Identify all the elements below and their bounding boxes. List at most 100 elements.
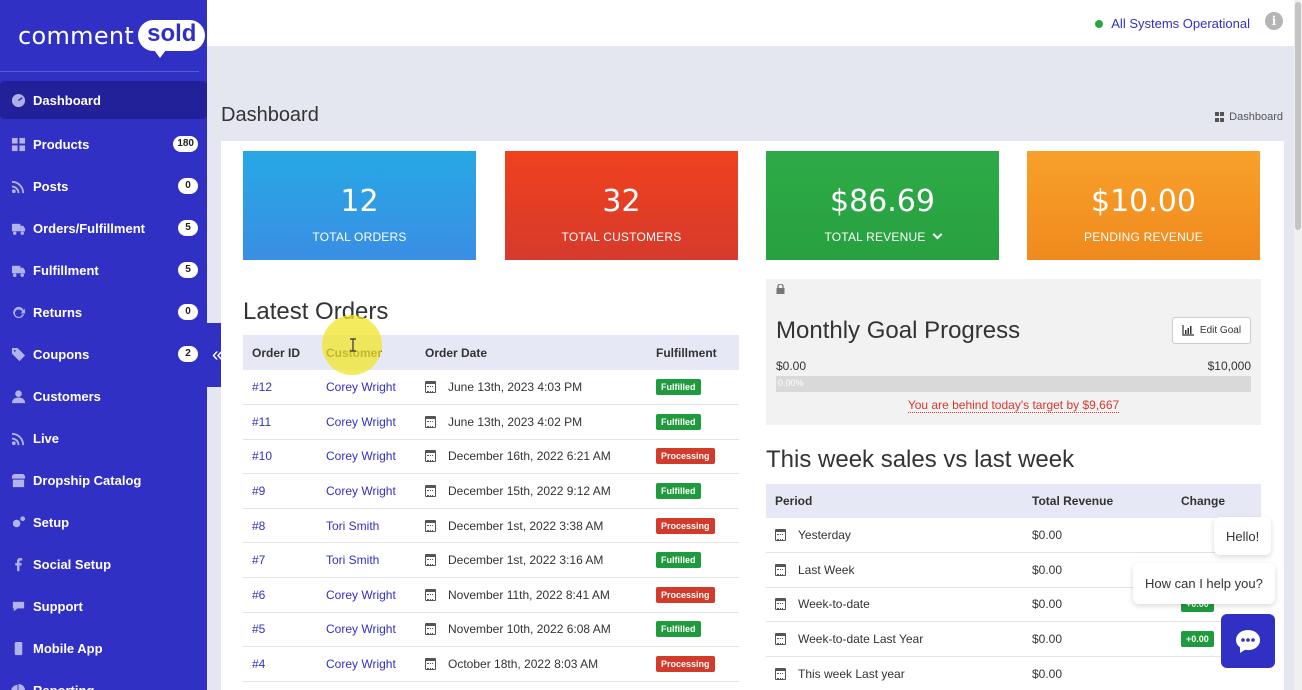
stat-card-pending-revenue[interactable]: $10.00 PENDING REVENUE bbox=[1027, 151, 1260, 260]
table-row[interactable]: #6 Corey Wright November 11th, 2022 8:41 A… bbox=[243, 577, 739, 613]
customer-cell: Corey Wright bbox=[317, 612, 416, 648]
order-id-link[interactable]: #10 bbox=[252, 449, 273, 464]
order-id-cell: #6 bbox=[243, 577, 317, 613]
order-id-link[interactable]: #8 bbox=[252, 518, 266, 533]
table-row[interactable]: #9 Corey Wright December 15th, 2022 9:12 A… bbox=[243, 473, 739, 509]
sidebar-item-social-setup[interactable]: Social Setup bbox=[0, 543, 207, 585]
bar-chart-icon bbox=[1182, 325, 1194, 336]
table-row[interactable]: #11 Corey Wright June 13th, 2023 4:02 PM Fu… bbox=[243, 404, 739, 440]
customer-link[interactable]: Corey Wright bbox=[326, 587, 396, 602]
weekly-sales-title: This week sales vs last week bbox=[766, 446, 1075, 473]
pie-chart-icon bbox=[10, 683, 26, 690]
order-id-link[interactable]: #9 bbox=[252, 484, 266, 499]
table-row[interactable]: #4 Corey Wright October 18th, 2022 8:03 AM… bbox=[243, 646, 739, 682]
goal-min-value: $0.00 bbox=[776, 359, 807, 373]
sidebar-item-label: Dropship Catalog bbox=[33, 472, 142, 488]
stat-card-total-revenue[interactable]: $86.69 TOTAL REVENUE bbox=[766, 151, 999, 260]
sidebar-item-label: Fulfillment bbox=[33, 262, 99, 278]
chat-prompt-bubble[interactable]: How can I help you? bbox=[1133, 563, 1275, 604]
order-id-link[interactable]: #11 bbox=[252, 414, 272, 429]
sidebar-item-coupons[interactable]: Coupons 2 bbox=[0, 333, 207, 375]
sidebar-item-label: Coupons bbox=[33, 346, 90, 362]
table-row[interactable]: #12 Corey Wright June 13th, 2023 4:03 PM Fu… bbox=[243, 370, 739, 406]
customer-link[interactable]: Tori Smith bbox=[326, 553, 380, 568]
table-row[interactable]: #8 Tori Smith December 1st, 2022 3:38 AM Pr… bbox=[243, 508, 739, 544]
page-scrollbar[interactable] bbox=[1294, 0, 1302, 690]
edit-goal-button[interactable]: Edit Goal bbox=[1172, 317, 1251, 344]
customer-link[interactable]: Corey Wright bbox=[326, 414, 396, 429]
sidebar-item-posts[interactable]: Posts 0 bbox=[0, 165, 207, 207]
sidebar-item-live[interactable]: Live bbox=[0, 417, 207, 459]
order-id-link[interactable]: #5 bbox=[252, 622, 266, 637]
status-badge: Fulfilled bbox=[656, 413, 701, 430]
column-header[interactable]: Fulfillment bbox=[647, 335, 739, 370]
column-header[interactable]: Order Date bbox=[416, 335, 647, 370]
sidebar-item-products[interactable]: Products 180 bbox=[0, 123, 207, 165]
calendar-icon bbox=[425, 450, 436, 463]
period-label: Week-to-date Last Year bbox=[798, 632, 924, 647]
stat-label: PENDING REVENUE bbox=[1083, 230, 1204, 244]
calendar-icon bbox=[775, 563, 786, 576]
revenue-cell: $0.00 bbox=[1023, 621, 1172, 657]
status-badge: Fulfilled bbox=[656, 552, 701, 569]
breadcrumb[interactable]: Dashboard bbox=[1215, 111, 1283, 123]
order-id-link[interactable]: #7 bbox=[252, 553, 266, 568]
column-header[interactable]: Total Revenue bbox=[1023, 484, 1172, 518]
table-row[interactable]: #7 Tori Smith December 1st, 2022 3:16 AM Fu… bbox=[243, 542, 739, 579]
calendar-icon bbox=[425, 658, 436, 671]
brand-logo[interactable]: comment sold bbox=[0, 0, 206, 72]
column-header[interactable]: Change bbox=[1172, 484, 1261, 518]
sidebar-item-dashboard[interactable]: Dashboard bbox=[0, 81, 207, 119]
sidebar-item-support[interactable]: Support bbox=[0, 585, 207, 627]
sidebar-item-mobile-app[interactable]: Mobile App bbox=[0, 627, 207, 669]
scrollbar-thumb[interactable] bbox=[1295, 2, 1301, 230]
change-badge: +0.00 bbox=[1181, 631, 1214, 648]
order-date-cell: December 1st, 2022 3:16 AM bbox=[416, 542, 647, 579]
stat-card-total-customers[interactable]: 32 TOTAL CUSTOMERS bbox=[505, 151, 738, 260]
goal-note-text[interactable]: You are behind today's target by $9,667 bbox=[907, 398, 1120, 413]
order-id-link[interactable]: #6 bbox=[252, 587, 266, 602]
customer-link[interactable]: Tori Smith bbox=[326, 518, 380, 533]
lock-icon[interactable] bbox=[776, 284, 785, 294]
chat-prompt-text: How can I help you? bbox=[1145, 576, 1263, 591]
customer-cell: Corey Wright bbox=[317, 577, 416, 613]
sidebar-item-dropship-catalog[interactable]: Dropship Catalog bbox=[0, 459, 207, 501]
customer-link[interactable]: Corey Wright bbox=[326, 380, 396, 395]
stat-card-total-orders[interactable]: 12 TOTAL ORDERS bbox=[243, 151, 476, 260]
sidebar-item-setup[interactable]: Setup bbox=[0, 501, 207, 543]
chevron-down-icon[interactable] bbox=[932, 229, 942, 240]
chat-greeting-bubble[interactable]: Hello! bbox=[1214, 517, 1272, 555]
calendar-icon bbox=[425, 485, 436, 498]
table-row[interactable]: #10 Corey Wright December 16th, 2022 6:21 … bbox=[243, 439, 739, 475]
order-id-cell: #4 bbox=[243, 646, 317, 682]
mobile-icon bbox=[10, 641, 26, 655]
status-badge: Processing bbox=[656, 448, 715, 465]
system-status[interactable]: All Systems Operational bbox=[1095, 16, 1250, 31]
sidebar-item-returns[interactable]: Returns 0 bbox=[0, 291, 207, 333]
status-badge: Fulfilled bbox=[656, 621, 701, 638]
chat-launcher-button[interactable] bbox=[1221, 614, 1275, 668]
table-row[interactable]: #5 Corey Wright November 10th, 2022 6:08 A… bbox=[243, 612, 739, 648]
order-date-cell: November 10th, 2022 6:08 AM bbox=[416, 612, 647, 648]
customer-link[interactable]: Corey Wright bbox=[326, 657, 396, 672]
order-id-link[interactable]: #4 bbox=[252, 657, 266, 672]
customer-link[interactable]: Corey Wright bbox=[326, 449, 396, 464]
period-cell: Week-to-date bbox=[766, 587, 1023, 623]
sidebar-item-label: Reporting bbox=[33, 682, 95, 690]
text-cursor-icon bbox=[350, 338, 356, 352]
customer-link[interactable]: Corey Wright bbox=[326, 484, 396, 499]
column-header[interactable]: Order ID bbox=[243, 335, 317, 370]
customer-link[interactable]: Corey Wright bbox=[326, 622, 396, 637]
order-id-link[interactable]: #12 bbox=[252, 380, 273, 395]
info-icon[interactable]: i bbox=[1265, 12, 1283, 30]
column-header[interactable]: Period bbox=[766, 484, 1023, 518]
order-date-cell: December 15th, 2022 9:12 AM bbox=[416, 473, 647, 509]
sidebar-item-label: Social Setup bbox=[33, 556, 112, 572]
sidebar-item-customers[interactable]: Customers bbox=[0, 375, 207, 417]
sidebar-item-reporting[interactable]: Reporting bbox=[0, 669, 207, 690]
order-date: November 11th, 2022 8:41 AM bbox=[448, 587, 610, 602]
customer-cell: Tori Smith bbox=[317, 508, 416, 544]
order-id-cell: #7 bbox=[243, 542, 317, 579]
sidebar-item-orders-fulfillment[interactable]: Orders/Fulfillment 5 bbox=[0, 207, 207, 249]
sidebar-item-fulfillment[interactable]: Fulfillment 5 bbox=[0, 249, 207, 291]
